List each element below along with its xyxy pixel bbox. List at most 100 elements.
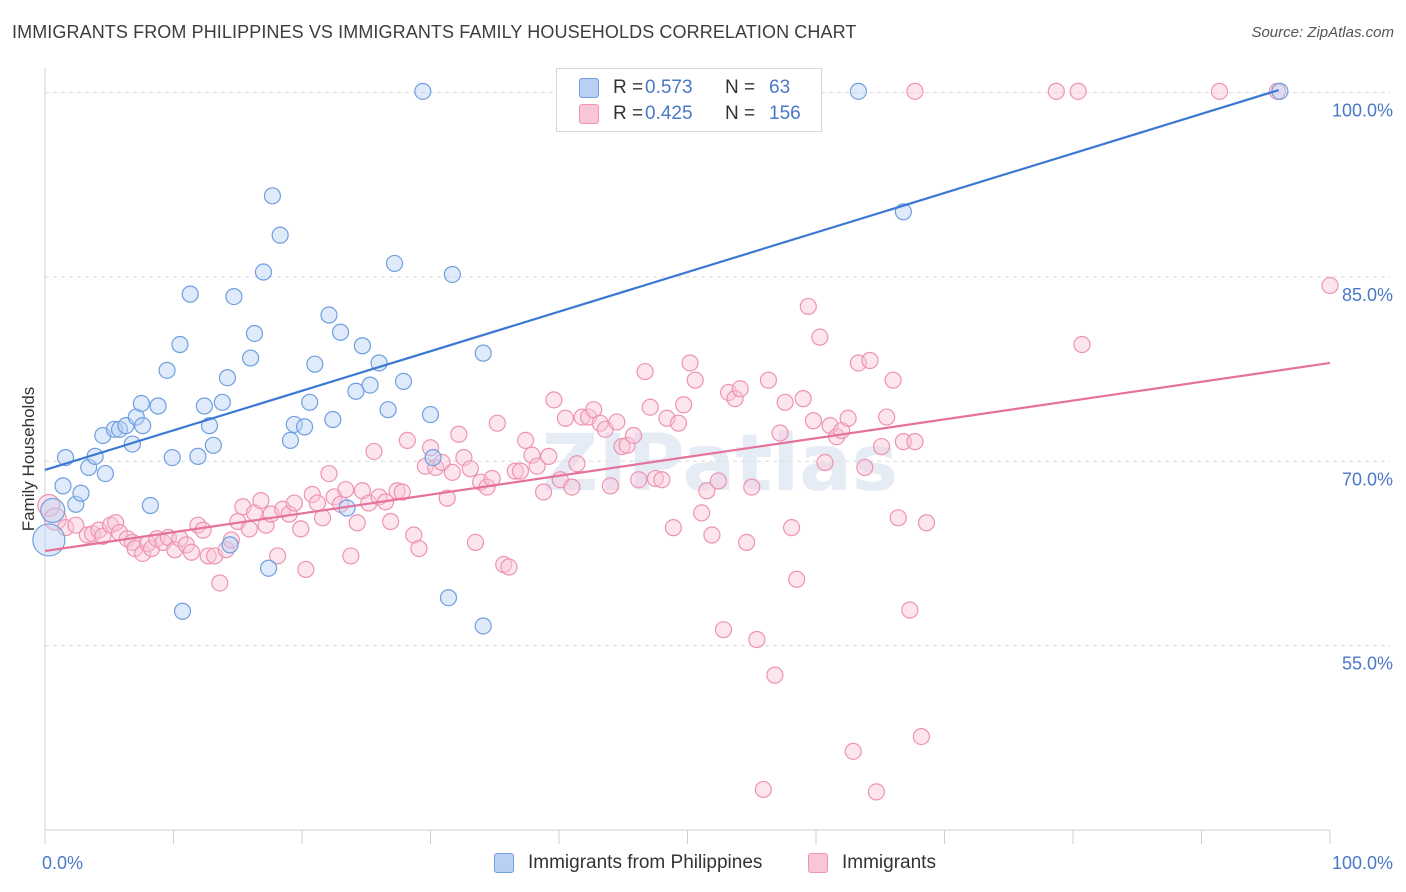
immigrants-point bbox=[545, 391, 563, 409]
legend-item-philippines[interactable]: Immigrants from Philippines bbox=[494, 852, 762, 874]
philippines-trend-line bbox=[44, 89, 1279, 471]
pink-swatch bbox=[808, 853, 828, 873]
immigrants-point bbox=[714, 621, 733, 639]
immigrants-point bbox=[528, 457, 546, 475]
chart-title: IMMIGRANTS FROM PHILIPPINES VS IMMIGRANT… bbox=[12, 22, 857, 42]
immigrants-point bbox=[884, 371, 902, 389]
immigrants-point bbox=[754, 780, 772, 799]
immigrants-point bbox=[889, 509, 907, 527]
immigrants-point bbox=[488, 414, 506, 432]
immigrants-point bbox=[872, 437, 891, 456]
philippines-point bbox=[67, 495, 85, 513]
immigrants-point bbox=[393, 483, 411, 501]
immigrants-point bbox=[653, 471, 671, 489]
immigrants-point bbox=[630, 471, 648, 489]
immigrants-point bbox=[844, 742, 862, 760]
philippines-point bbox=[195, 397, 213, 415]
immigrants-point bbox=[443, 463, 461, 481]
immigrants-point bbox=[303, 485, 321, 504]
immigrants-point bbox=[297, 560, 315, 579]
immigrants-point bbox=[641, 398, 659, 416]
immigrants-point bbox=[252, 492, 270, 510]
legend-item-immigrants[interactable]: Immigrants bbox=[808, 852, 936, 874]
philippines-point bbox=[259, 559, 278, 577]
immigrants-point bbox=[788, 570, 806, 588]
x-tick-label-min: 0.0% bbox=[42, 853, 83, 873]
immigrants-point bbox=[240, 520, 258, 538]
immigrants-point bbox=[523, 446, 541, 464]
r-label: R = bbox=[613, 77, 644, 98]
immigrants-point bbox=[506, 462, 524, 480]
philippines-point bbox=[163, 449, 181, 467]
legend-row-philippines: R = 0.573 N = 63 bbox=[579, 75, 790, 101]
immigrants-point bbox=[861, 351, 879, 370]
y-axis-label: Family Households bbox=[19, 387, 38, 532]
immigrants-point bbox=[285, 494, 303, 512]
immigrants-point bbox=[906, 433, 924, 451]
immigrants-point bbox=[1321, 276, 1339, 295]
immigrants-point bbox=[292, 520, 310, 538]
immigrants-point bbox=[534, 483, 553, 501]
philippines-point bbox=[132, 394, 150, 413]
immigrants-point bbox=[917, 514, 936, 532]
immigrants-point bbox=[450, 425, 468, 443]
r-value: 0.425 bbox=[645, 103, 693, 124]
philippines-point bbox=[204, 436, 222, 454]
immigrants-point bbox=[365, 442, 383, 461]
immigrants-point bbox=[901, 601, 919, 619]
philippines-point bbox=[385, 254, 404, 273]
philippines-point bbox=[242, 349, 260, 367]
philippines-point bbox=[263, 187, 282, 205]
blue-swatch bbox=[494, 853, 514, 873]
philippines-point bbox=[306, 355, 324, 373]
immigrants-point bbox=[337, 480, 355, 499]
philippines-point bbox=[245, 324, 264, 343]
philippines-point bbox=[54, 477, 72, 495]
r-label: R = bbox=[613, 103, 644, 124]
y-tick-label: 55.0% bbox=[1342, 654, 1393, 674]
immigrants-point bbox=[709, 472, 727, 490]
immigrants-point bbox=[906, 82, 924, 100]
immigrants-point bbox=[421, 439, 440, 457]
immigrants-point bbox=[500, 558, 518, 576]
philippines-point bbox=[443, 265, 461, 284]
philippines-point bbox=[849, 82, 868, 100]
immigrants-point bbox=[878, 408, 896, 426]
n-label: N = bbox=[725, 77, 756, 98]
immigrants-point bbox=[782, 519, 801, 537]
philippines-point bbox=[414, 82, 432, 100]
immigrants-point bbox=[776, 393, 794, 411]
immigrants-point bbox=[461, 460, 479, 478]
immigrants-point bbox=[410, 539, 428, 558]
immigrants-point bbox=[867, 783, 885, 801]
philippines-point bbox=[40, 497, 66, 524]
philippines-point bbox=[331, 323, 350, 341]
immigrants-point bbox=[703, 526, 721, 544]
immigrants-point bbox=[348, 514, 366, 532]
immigrants-point bbox=[563, 478, 581, 496]
philippines-point bbox=[474, 617, 492, 635]
immigrants-point bbox=[134, 544, 152, 563]
immigrants-point bbox=[211, 574, 229, 592]
immigrants-point bbox=[743, 478, 761, 496]
immigrants-point bbox=[601, 477, 620, 495]
pink-swatch bbox=[579, 104, 599, 124]
immigrants-point bbox=[636, 362, 654, 381]
y-tick-label: 85.0% bbox=[1342, 285, 1393, 305]
immigrants-point bbox=[664, 519, 682, 537]
immigrants-point bbox=[268, 547, 287, 565]
philippines-point bbox=[254, 263, 273, 281]
immigrants-point bbox=[398, 431, 416, 449]
philippines-point bbox=[474, 344, 492, 362]
legend-label: Immigrants from Philippines bbox=[528, 852, 763, 873]
immigrants-point bbox=[1047, 82, 1065, 100]
immigrants-point bbox=[731, 380, 749, 398]
philippines-point bbox=[285, 415, 303, 434]
philippines-point bbox=[271, 226, 289, 244]
immigrants-point bbox=[342, 547, 360, 565]
immigrants-point bbox=[556, 409, 575, 427]
immigrants-point bbox=[686, 371, 704, 389]
immigrants-point bbox=[67, 516, 85, 534]
philippines-point bbox=[72, 484, 90, 502]
blue-swatch bbox=[579, 78, 599, 98]
